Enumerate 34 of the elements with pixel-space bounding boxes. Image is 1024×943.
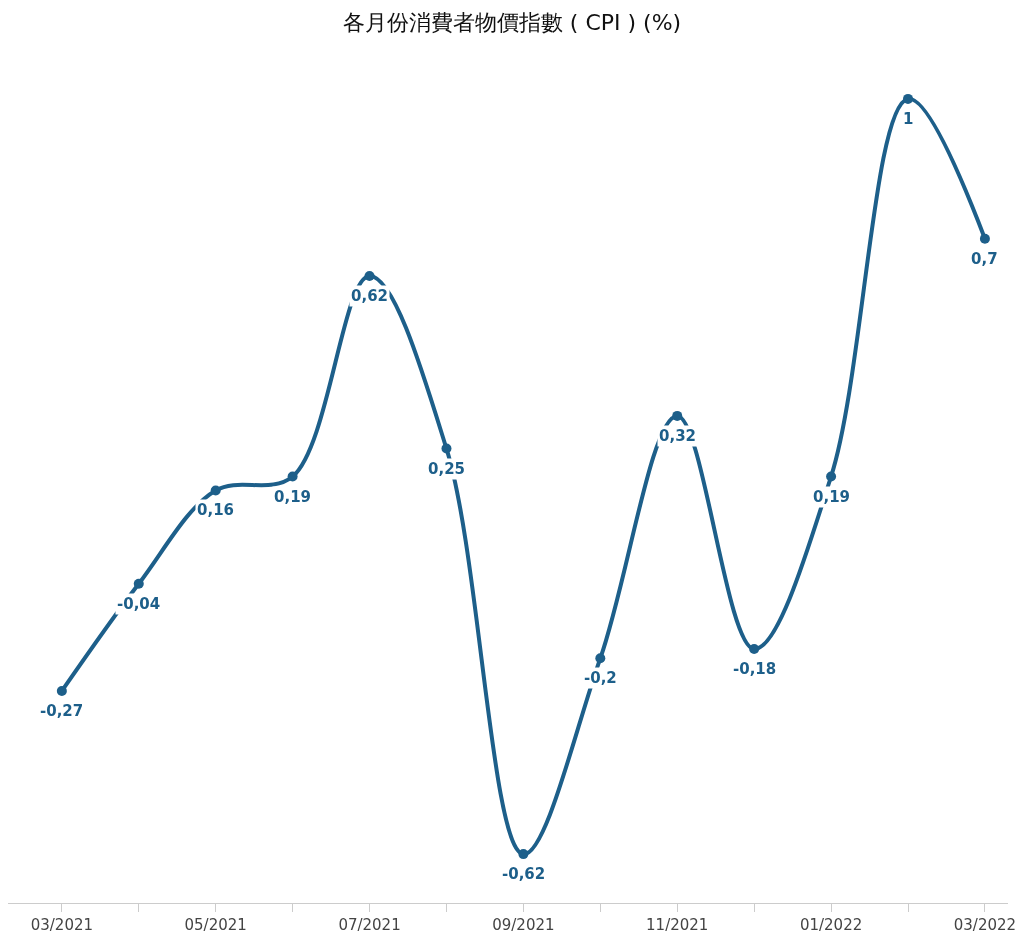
x-tick-label: 05/2021 [184,916,247,934]
data-label: 1 [903,110,914,128]
data-label: 0,19 [813,488,851,506]
data-label: -0,2 [584,669,617,687]
point [56,685,67,696]
point [672,410,683,421]
data-label: 0,19 [274,488,312,506]
data-label: -0,27 [40,702,84,720]
point [826,471,837,482]
data-label: 0,25 [428,460,466,478]
point [749,643,760,654]
data-label: 0,62 [351,287,389,305]
data-label: 0,7 [971,250,998,268]
x-tick-label: 07/2021 [338,916,401,934]
point [903,93,913,104]
point [979,233,990,244]
point [133,578,144,589]
data-label: -0,62 [502,865,546,883]
point [210,485,221,496]
point [518,849,529,860]
data-label: 0,32 [659,427,697,445]
point [441,443,452,454]
point [287,471,298,482]
x-tick-label: 01/2022 [799,916,863,934]
point [595,653,606,664]
x-tick-label: 03/2022 [953,916,1017,934]
data-label: -0,18 [733,660,777,678]
x-tick-label: 09/2021 [492,916,555,934]
x-tick-label: 11/2021 [646,916,709,934]
data-label: -0,04 [117,595,161,613]
point [364,271,375,282]
data-label: 0,16 [197,501,235,519]
chart-title: 各月份消費者物價指數 ( CPI ) (%) [342,9,682,35]
x-tick-label: 03/2021 [30,916,94,934]
